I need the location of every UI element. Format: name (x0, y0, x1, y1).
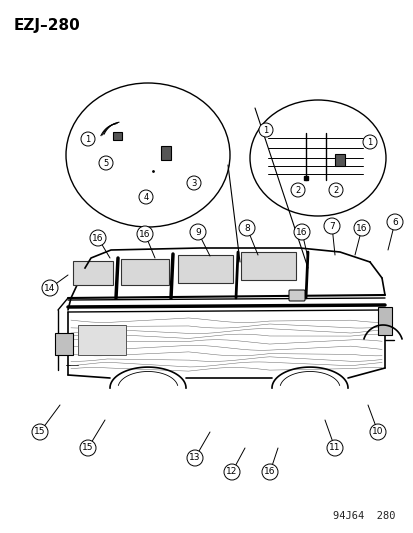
Circle shape (293, 224, 309, 240)
Text: 7: 7 (328, 222, 334, 230)
Ellipse shape (249, 100, 385, 216)
Text: 8: 8 (244, 223, 249, 232)
Circle shape (90, 230, 106, 246)
Text: 4: 4 (143, 192, 148, 201)
Text: 14: 14 (44, 284, 56, 293)
Text: 1: 1 (263, 125, 268, 134)
FancyBboxPatch shape (334, 154, 344, 166)
Text: 94J64  280: 94J64 280 (333, 511, 395, 521)
FancyBboxPatch shape (161, 146, 171, 160)
Text: 13: 13 (189, 454, 200, 463)
Text: EZJ–280: EZJ–280 (14, 18, 81, 33)
Text: 2: 2 (294, 185, 300, 195)
Circle shape (187, 176, 201, 190)
Circle shape (187, 450, 202, 466)
FancyBboxPatch shape (240, 252, 295, 280)
Circle shape (261, 464, 277, 480)
Text: 16: 16 (296, 228, 307, 237)
Ellipse shape (66, 83, 230, 227)
Text: 15: 15 (34, 427, 46, 437)
FancyBboxPatch shape (288, 290, 304, 301)
Circle shape (190, 224, 206, 240)
Circle shape (323, 218, 339, 234)
Circle shape (326, 440, 342, 456)
Text: 12: 12 (226, 467, 237, 477)
Circle shape (290, 183, 304, 197)
Circle shape (32, 424, 48, 440)
Text: 3: 3 (191, 179, 196, 188)
Text: 16: 16 (356, 223, 367, 232)
FancyBboxPatch shape (55, 333, 73, 355)
Circle shape (238, 220, 254, 236)
Text: 2: 2 (332, 185, 338, 195)
Circle shape (223, 464, 240, 480)
Text: 15: 15 (82, 443, 93, 453)
Circle shape (139, 190, 153, 204)
Circle shape (259, 123, 272, 137)
FancyBboxPatch shape (113, 132, 122, 140)
Text: 10: 10 (371, 427, 383, 437)
FancyBboxPatch shape (78, 325, 126, 355)
FancyBboxPatch shape (121, 259, 169, 285)
Text: 5: 5 (103, 158, 108, 167)
Circle shape (362, 135, 376, 149)
Text: 6: 6 (391, 217, 397, 227)
Text: 16: 16 (92, 233, 104, 243)
Circle shape (328, 183, 342, 197)
Text: 11: 11 (328, 443, 340, 453)
FancyBboxPatch shape (178, 255, 233, 283)
Circle shape (99, 156, 113, 170)
Circle shape (81, 132, 95, 146)
Circle shape (137, 226, 153, 242)
Text: 16: 16 (263, 467, 275, 477)
Text: 1: 1 (85, 134, 90, 143)
Circle shape (42, 280, 58, 296)
FancyBboxPatch shape (377, 307, 391, 335)
Circle shape (386, 214, 402, 230)
Text: 9: 9 (195, 228, 200, 237)
Circle shape (80, 440, 96, 456)
Circle shape (369, 424, 385, 440)
Text: 1: 1 (366, 138, 372, 147)
FancyBboxPatch shape (73, 261, 113, 285)
Text: 16: 16 (139, 230, 150, 238)
Circle shape (353, 220, 369, 236)
